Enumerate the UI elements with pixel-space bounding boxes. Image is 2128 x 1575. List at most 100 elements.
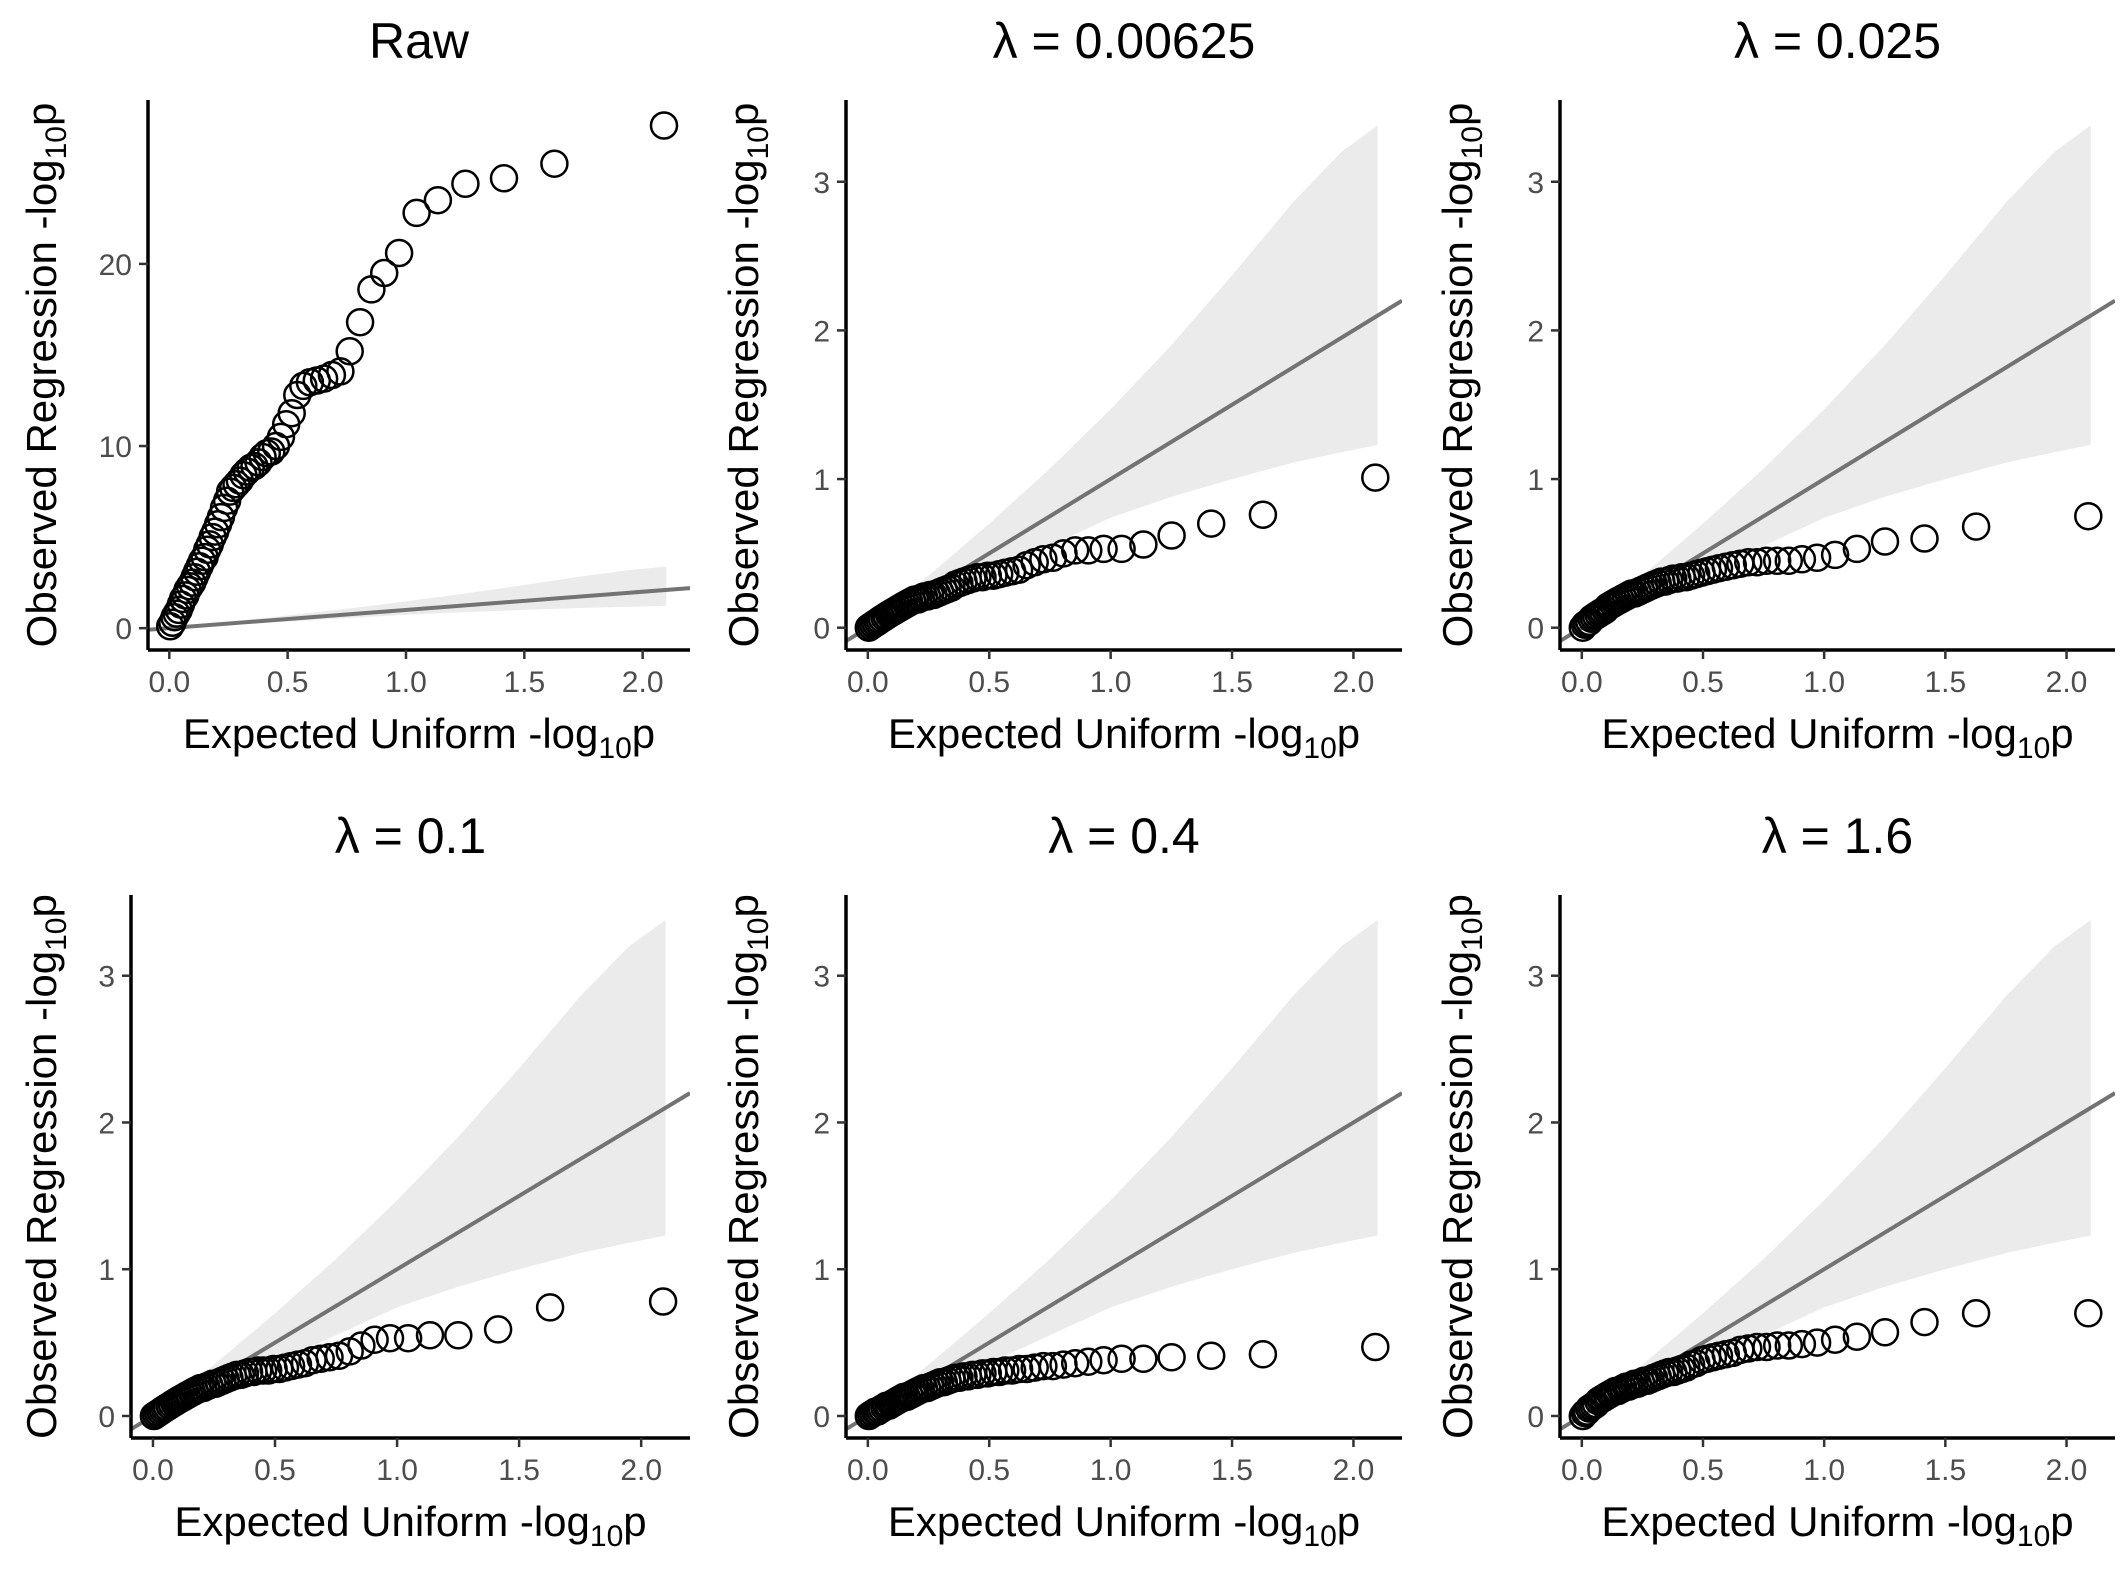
data-point xyxy=(1248,500,1278,529)
y-axis-title-main: Observed Regression -log xyxy=(1434,159,1481,647)
confidence-band xyxy=(867,919,1378,1416)
x-tick-label: 0.0 xyxy=(132,1454,174,1487)
data-point xyxy=(1004,1354,1034,1384)
y-tick-label: 10 xyxy=(99,431,132,464)
y-axis-title-tail: p xyxy=(720,103,767,126)
x-tick-label: 0.5 xyxy=(267,666,309,699)
panel-4: 0.0 0.5 1.0 1.5 2.0 0 1 2 3 λ = 0.1 Expected Unifo… xyxy=(18,808,690,1553)
y-tick-label: 0 xyxy=(1527,613,1544,646)
x-axis-title-tail: p xyxy=(2050,1498,2073,1545)
y-tick-label: 1 xyxy=(1527,1254,1544,1287)
data-point xyxy=(1734,1334,1763,1363)
x-tick-label: 1.0 xyxy=(385,666,427,699)
x-axis-title: Expected Uniform -log10p xyxy=(888,710,1360,765)
y-tick-label: 0 xyxy=(813,613,830,646)
y-axis-title: Observed Regression -log10p xyxy=(720,894,775,1439)
x-tick-label: 1.0 xyxy=(1803,666,1845,699)
data-point xyxy=(1089,534,1118,564)
reference-line xyxy=(846,298,1402,643)
x-tick-label: 0.5 xyxy=(254,1454,296,1487)
data-point xyxy=(1802,1328,1832,1357)
panel-6: 0.0 0.5 1.0 1.5 2.0 0 1 2 3 λ = 1.6 Expected Unifo… xyxy=(1434,808,2115,1553)
data-point xyxy=(1129,530,1158,559)
data-point xyxy=(2074,501,2103,531)
data-point xyxy=(289,371,318,401)
data-point xyxy=(1802,543,1832,573)
data-point xyxy=(1361,1332,1390,1362)
y-axis-title-sub: 10 xyxy=(742,126,775,159)
data-point xyxy=(540,149,569,178)
reference-line xyxy=(131,1091,690,1431)
data-point xyxy=(1820,1325,1850,1354)
y-tick-label: 3 xyxy=(1527,167,1544,200)
data-point xyxy=(1787,545,1817,574)
data-point xyxy=(257,437,286,466)
x-tick-label: 1.5 xyxy=(1924,666,1966,699)
y-tick-label: 0 xyxy=(1527,1401,1544,1434)
x-axis-title-main: Expected Uniform -log xyxy=(183,710,599,757)
data-point xyxy=(444,1321,473,1350)
data-point xyxy=(1157,521,1186,550)
data-point xyxy=(423,185,453,215)
x-axis-title-sub: 10 xyxy=(598,732,631,765)
data-point xyxy=(991,1356,1020,1385)
panel-title: Raw xyxy=(369,13,470,69)
x-tick-label: 2.0 xyxy=(2046,666,2088,699)
panel-5: 0.0 0.5 1.0 1.5 2.0 0 1 2 3 λ = 0.4 Expected Unifo… xyxy=(720,808,1402,1553)
confidence-band xyxy=(1581,919,2091,1416)
x-tick-label: 1.0 xyxy=(376,1454,418,1487)
x-axis-title: Expected Uniform -log10p xyxy=(1601,1498,2073,1553)
y-tick-label: 1 xyxy=(98,1254,115,1287)
x-axis-title: Expected Uniform -log10p xyxy=(888,1498,1360,1553)
data-point xyxy=(489,164,519,193)
x-tick-label: 0.5 xyxy=(1682,1454,1724,1487)
reference-line xyxy=(148,586,690,632)
data-point xyxy=(451,169,480,199)
y-axis-title-tail: p xyxy=(1434,103,1481,126)
x-tick-label: 1.5 xyxy=(503,666,545,699)
data-point xyxy=(483,1315,513,1344)
y-tick-label: 20 xyxy=(99,249,132,282)
data-point xyxy=(1060,536,1090,565)
data-point xyxy=(415,1321,445,1350)
x-tick-label: 2.0 xyxy=(620,1454,662,1487)
y-axis-title-sub: 10 xyxy=(742,918,775,951)
data-point xyxy=(1361,463,1390,492)
y-tick-label: 2 xyxy=(813,1107,830,1140)
data-point xyxy=(375,1323,405,1353)
data-point xyxy=(306,1344,335,1374)
data-point xyxy=(1961,512,1991,541)
x-axis-title-main: Expected Uniform -log xyxy=(174,1498,590,1545)
y-tick-label: 2 xyxy=(1527,315,1544,348)
x-axis-title-main: Expected Uniform -log xyxy=(888,1498,1304,1545)
y-tick-label: 2 xyxy=(1527,1107,1544,1140)
x-tick-label: 0.0 xyxy=(1561,666,1603,699)
x-tick-label: 0.0 xyxy=(148,666,190,699)
data-point xyxy=(1774,1331,1804,1360)
data-point xyxy=(357,275,386,304)
x-axis-title-sub: 10 xyxy=(1303,1520,1336,1553)
confidence-band xyxy=(867,125,1378,628)
y-axis-title-sub: 10 xyxy=(1456,126,1489,159)
y-axis-title-tail: p xyxy=(18,103,65,126)
data-point xyxy=(1196,1341,1226,1371)
data-point xyxy=(1870,527,1900,556)
y-axis-title-main: Observed Regression -log xyxy=(1434,951,1481,1439)
x-axis-title-sub: 10 xyxy=(1303,732,1336,765)
data-point xyxy=(1157,1343,1186,1372)
y-tick-label: 1 xyxy=(813,1254,830,1287)
y-axis-title: Observed Regression -log10p xyxy=(1434,103,1489,648)
x-axis-title-tail: p xyxy=(623,1498,646,1545)
data-point xyxy=(1742,1332,1772,1362)
data-point xyxy=(315,1343,344,1372)
data-point xyxy=(1089,1345,1118,1375)
data-point xyxy=(1787,1329,1817,1359)
data-point xyxy=(1961,1299,1991,1328)
x-tick-label: 1.5 xyxy=(1211,1454,1253,1487)
data-point xyxy=(1870,1318,1900,1347)
data-point xyxy=(266,422,296,452)
x-axis-title: Expected Uniform -log10p xyxy=(183,710,655,765)
panel-title: λ = 0.1 xyxy=(335,808,487,864)
x-axis-title-tail: p xyxy=(632,710,655,757)
